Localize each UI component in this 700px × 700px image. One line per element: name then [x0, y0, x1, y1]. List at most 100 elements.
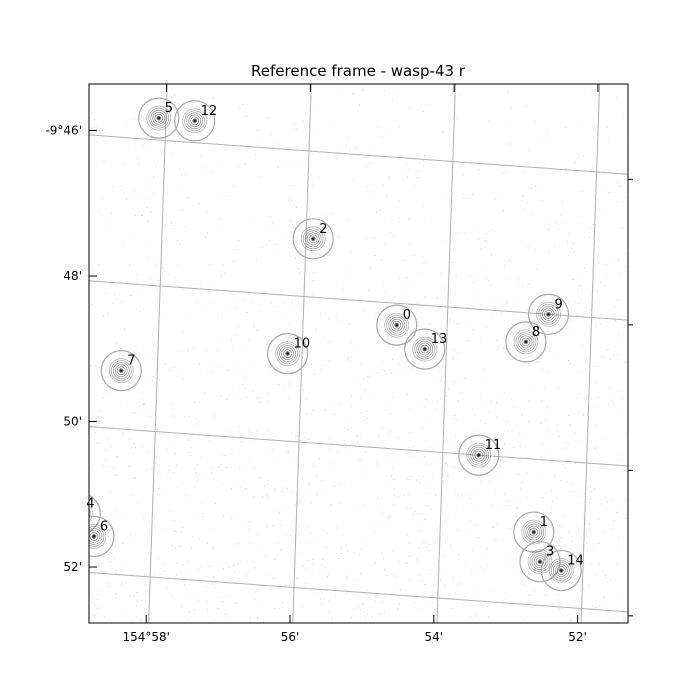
noise-speck — [344, 439, 346, 441]
noise-speck — [412, 367, 414, 369]
star-markers — [89, 97, 582, 592]
noise-speck — [492, 526, 493, 527]
noise-speck — [341, 548, 342, 550]
noise-speck — [555, 541, 557, 543]
noise-speck — [186, 482, 187, 484]
noise-speck — [486, 326, 487, 328]
noise-speck — [557, 430, 558, 431]
noise-speck — [462, 496, 463, 497]
noise-speck — [165, 528, 166, 530]
noise-speck — [373, 237, 375, 239]
noise-speck — [529, 283, 530, 285]
noise-speck — [142, 518, 144, 519]
noise-speck — [530, 287, 532, 288]
noise-speck — [524, 172, 525, 173]
noise-speck — [157, 429, 158, 430]
noise-speck — [291, 185, 293, 186]
noise-speck — [278, 143, 280, 145]
noise-speck — [196, 302, 198, 304]
noise-speck — [172, 472, 174, 474]
noise-speck — [361, 275, 363, 276]
noise-speck — [235, 581, 237, 583]
noise-speck — [510, 143, 511, 145]
noise-speck — [364, 419, 366, 421]
noise-speck — [390, 373, 392, 374]
noise-speck — [284, 534, 286, 536]
noise-speck — [150, 277, 152, 278]
noise-speck — [475, 615, 477, 617]
noise-speck — [304, 365, 306, 366]
noise-speck — [172, 228, 174, 230]
noise-speck — [238, 325, 239, 327]
noise-speck — [140, 292, 141, 294]
noise-speck — [177, 487, 179, 489]
contour-ring — [302, 228, 324, 250]
noise-speck — [470, 541, 472, 543]
noise-speck — [352, 442, 353, 444]
noise-speck — [393, 93, 395, 95]
contour-ring — [308, 234, 318, 244]
noise-speck — [299, 554, 301, 555]
noise-speck — [409, 432, 411, 433]
noise-speck — [521, 579, 523, 581]
noise-speck — [362, 471, 364, 473]
noise-speck — [260, 477, 262, 479]
noise-speck — [138, 164, 140, 166]
noise-speck — [129, 596, 130, 597]
noise-speck — [528, 188, 529, 190]
noise-speck — [279, 512, 280, 514]
noise-speck — [97, 529, 98, 531]
noise-speck — [347, 358, 349, 360]
noise-speck — [393, 235, 394, 237]
noise-speck — [277, 336, 278, 338]
noise-speck — [234, 605, 235, 607]
noise-speck — [134, 189, 136, 190]
noise-speck — [424, 154, 425, 156]
noise-speck — [296, 502, 297, 503]
noise-speck — [496, 416, 497, 418]
noise-speck — [265, 587, 267, 589]
noise-speck — [552, 590, 554, 591]
noise-speck — [417, 303, 419, 305]
noise-speck — [374, 192, 376, 193]
star-marker-6 — [89, 515, 115, 558]
noise-speck — [232, 565, 234, 566]
noise-speck — [374, 531, 376, 532]
noise-speck — [548, 330, 550, 332]
noise-speck — [406, 478, 408, 480]
noise-speck — [470, 569, 471, 571]
noise-speck — [271, 134, 273, 136]
noise-speck — [379, 525, 380, 526]
noise-speck — [490, 440, 492, 442]
noise-speck — [183, 378, 184, 380]
noise-speck — [477, 537, 479, 538]
noise-speck — [267, 496, 268, 498]
aperture-circle — [89, 515, 115, 558]
noise-speck — [604, 597, 605, 598]
noise-speck — [136, 600, 138, 602]
noise-speck — [594, 424, 596, 426]
noise-speck — [346, 145, 347, 147]
noise-speck — [423, 262, 425, 264]
noise-speck — [208, 291, 210, 293]
noise-speck — [362, 157, 364, 158]
noise-speck — [200, 456, 202, 458]
noise-speck — [260, 310, 261, 312]
contour-ring — [529, 527, 539, 537]
noise-speck — [114, 556, 115, 558]
noise-speck — [542, 200, 543, 201]
noise-speck — [447, 536, 449, 538]
noise-speck — [169, 272, 171, 274]
noise-speck — [383, 282, 385, 284]
contour-ring — [554, 564, 568, 577]
noise-speck — [432, 593, 434, 595]
noise-speck — [571, 247, 572, 249]
contour-ring — [515, 331, 537, 353]
noise-speck — [96, 607, 98, 609]
noise-speck — [231, 488, 232, 489]
noise-speck — [156, 368, 157, 369]
noise-speck — [415, 479, 417, 481]
noise-speck — [471, 492, 473, 494]
noise-speck — [365, 389, 366, 390]
noise-speck — [568, 559, 570, 560]
